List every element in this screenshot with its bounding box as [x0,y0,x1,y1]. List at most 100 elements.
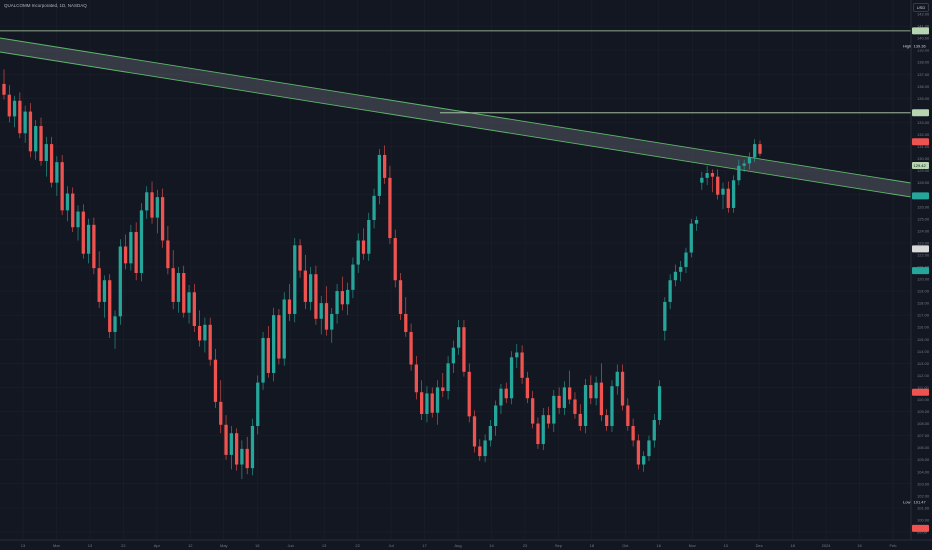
price-tick-label: 137.00 [917,72,930,77]
candle-body [266,338,270,373]
price-tick-label: 102.00 [917,493,930,498]
price-tick-label: 136.00 [917,84,930,89]
time-tick-label: 13 [322,543,327,548]
time-tick-label: Apr [154,543,161,548]
candle-body [589,385,593,399]
time-tick-label: 17 [422,543,427,548]
candle-body [515,352,519,358]
candle-body [710,173,715,177]
candle-body [298,245,302,271]
high-badge-value: 139.36 [914,43,927,48]
time-tick-label: Feb [890,543,898,548]
candle-body [55,162,59,183]
price-tick-label: 126.00 [917,204,930,209]
time-tick-label: 18 [590,543,595,548]
price-tick-label: 113.00 [917,361,930,366]
time-tick-label: May [220,543,228,548]
candle-body [562,387,567,408]
time-tick-label: 22 [121,543,126,548]
trend-channel[interactable] [0,37,912,198]
candle-body [631,425,635,441]
candle-body [118,246,122,317]
candle-body [330,313,334,330]
candle-body [86,224,91,254]
time-tick-label: Sep [555,543,563,548]
red-marker-3-box [912,524,929,532]
price-tick-label: 135.00 [917,96,930,101]
candle-body [108,280,112,333]
candle-body [721,188,725,195]
candle-body [145,192,149,211]
candle-body [636,440,641,465]
candle-body [546,415,551,424]
candle-body [409,332,413,365]
candle-body [335,291,339,314]
trend-channel-lower-line[interactable] [0,51,912,198]
candle-body [303,270,307,302]
price-tick-label: 120.00 [917,277,930,282]
candle-body [467,371,471,417]
low-badge-label: Low [903,500,910,505]
candle-body [599,382,604,416]
price-tick-label: 122.00 [917,252,930,257]
candle-body [541,415,545,445]
candle-body [700,177,704,183]
candle-body [383,154,387,178]
candle-body [324,303,329,330]
time-tick-label: 15 [255,543,260,548]
low-badge-value: 101.47 [914,500,927,505]
candle-body [65,193,70,211]
candle-body [557,395,561,408]
price-tick-label: 106.00 [917,445,930,450]
candle-body [18,100,22,134]
candle-body [620,371,625,406]
price-tick-label: 109.00 [917,409,930,414]
candle-body [509,357,514,399]
candle-body [160,197,165,241]
candle-body [525,377,530,399]
candle-body [615,371,619,387]
candle-body [182,273,186,313]
price-tick-label: 105.00 [917,457,930,462]
candle-body [684,252,688,267]
candle-body [657,386,662,420]
candle-body [197,326,202,341]
red-marker-2-box [912,388,929,396]
candle-body [414,364,419,393]
currency-badge[interactable]: USD [913,3,929,12]
candle-body [705,173,709,178]
candle-body [2,83,6,95]
candle-body [747,157,752,164]
price-tick-label: 118.00 [917,301,930,306]
candle-body [488,425,493,441]
candle-body [446,363,450,392]
candle-body [462,327,466,372]
candle-body [282,299,286,359]
price-tick-label: 121.00 [917,264,930,269]
candle-body [504,388,508,399]
price-tick-label: 100.00 [917,517,930,522]
candle-body [388,177,392,239]
candle-body [166,240,170,269]
price-tick-label: 99.00 [917,529,928,534]
price-tick-label: 119.00 [917,289,930,294]
price-tick-label: 114.00 [917,349,930,354]
candle-body [652,419,656,441]
candle-body [134,232,138,273]
time-tick-label: 13 [21,543,26,548]
trend-channel-upper-line[interactable] [0,37,912,184]
time-tick-label: 13 [723,543,728,548]
candle-body [234,433,239,465]
candle-body [28,111,33,152]
candle-body [203,324,207,341]
price-tick-label: 129.00 [917,168,930,173]
candle-body [314,274,318,319]
candle-body [49,144,54,183]
price-tick-label: 131.00 [917,144,930,149]
candle-body [642,456,646,465]
candle-body [277,315,281,359]
time-axis[interactable]: 13 Mar 13 22 Apr 12 May 15 Jun 13 22 Jul 17 Aug 14 23 Se… [21,543,897,548]
candle-body [435,387,440,413]
candle-body [679,266,683,272]
time-tick-label: Jul [389,543,394,548]
